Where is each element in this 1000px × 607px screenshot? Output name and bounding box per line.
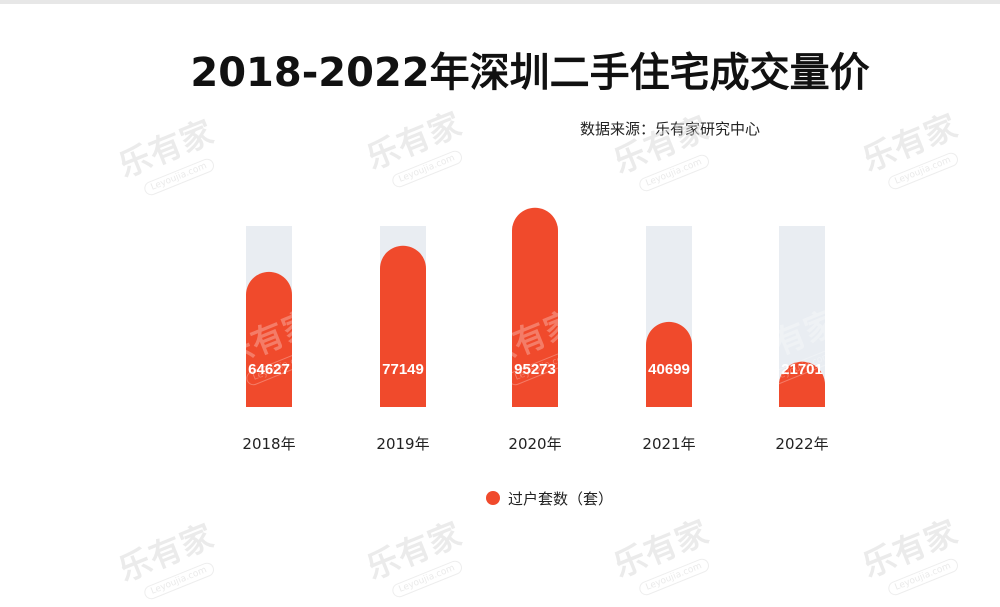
bar-chart: 64627 2018年 77149 2019年 95273 2020年 40699 2021年…	[242, 207, 829, 453]
bar	[246, 271, 292, 407]
bar-value-label: 40699	[648, 361, 690, 378]
bar	[512, 207, 558, 407]
chart-legend: 过户套数（套）	[486, 487, 613, 509]
x-tick-label: 2022年	[775, 435, 828, 453]
bar-value-label: 21701	[781, 361, 823, 378]
bar	[779, 361, 825, 407]
legend-label: 过户套数（套）	[508, 489, 614, 508]
bar	[646, 321, 692, 407]
top-divider	[0, 0, 1000, 4]
bar-value-label: 64627	[248, 361, 290, 378]
x-tick-label: 2018年	[242, 435, 295, 453]
data-source-note: 数据来源：乐有家研究中心	[580, 120, 761, 138]
x-tick-label: 2020年	[508, 435, 561, 453]
bar-value-label: 77149	[382, 361, 424, 378]
x-tick-label: 2021年	[642, 435, 695, 453]
legend-swatch	[486, 491, 500, 505]
x-tick-label: 2019年	[376, 435, 429, 453]
bar-value-label: 95273	[514, 361, 556, 378]
chart-title: 2018-2022年深圳二手住宅成交量价	[190, 50, 870, 96]
bar	[380, 245, 426, 407]
